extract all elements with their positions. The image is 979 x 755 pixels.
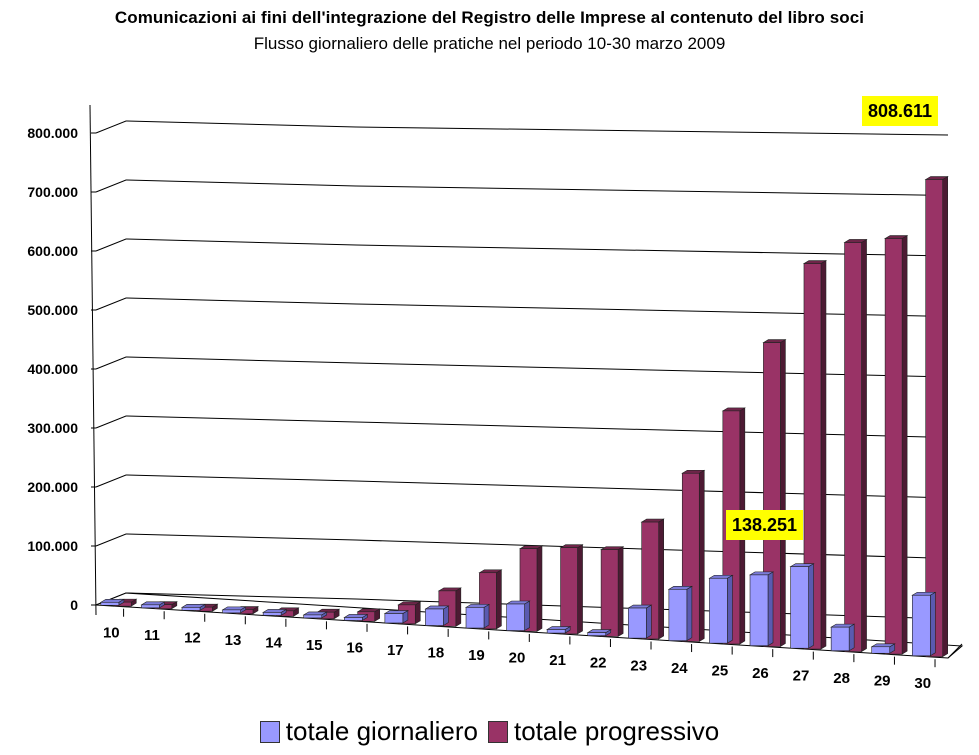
x-tick-label: 18 bbox=[428, 645, 445, 662]
x-tick-label: 14 bbox=[265, 635, 282, 652]
gridline bbox=[95, 179, 949, 196]
gridline bbox=[95, 238, 949, 257]
legend-label-daily: totale giornaliero bbox=[285, 716, 478, 746]
x-tick-label: 27 bbox=[793, 667, 810, 684]
bar-totale-progressivo bbox=[275, 607, 300, 617]
bar-totale-progressivo bbox=[843, 238, 868, 653]
bar-totale-giornaliero bbox=[424, 605, 450, 627]
bar-totale-progressivo bbox=[802, 260, 828, 650]
x-tick-label: 20 bbox=[509, 650, 526, 667]
gridline bbox=[95, 356, 949, 378]
y-tick-label: 100.000 bbox=[27, 538, 78, 554]
x-tick-label: 15 bbox=[306, 637, 323, 654]
gridline bbox=[95, 297, 949, 317]
x-tick-label: 29 bbox=[874, 672, 891, 689]
x-tick-label: 12 bbox=[184, 630, 201, 647]
bar-totale-progressivo bbox=[600, 546, 625, 637]
bar-totale-giornaliero bbox=[505, 600, 531, 632]
chart-subtitle: Flusso giornaliero delle pratiche nel pe… bbox=[253, 34, 726, 53]
x-tick-label: 25 bbox=[712, 662, 729, 679]
bar-totale-giornaliero bbox=[343, 613, 369, 621]
gridline bbox=[95, 474, 949, 499]
bar-totale-giornaliero bbox=[302, 611, 328, 619]
y-tick-label: 400.000 bbox=[27, 361, 78, 377]
bar-totale-giornaliero bbox=[870, 643, 896, 654]
bar-totale-giornaliero bbox=[830, 623, 856, 652]
y-tick-label: 700.000 bbox=[27, 184, 78, 200]
bar-totale-giornaliero bbox=[789, 563, 815, 649]
y-tick-label: 500.000 bbox=[27, 302, 78, 318]
bar-totale-giornaliero bbox=[627, 604, 653, 639]
bar-totale-progressivo bbox=[884, 234, 909, 655]
y-tick-label: 300.000 bbox=[27, 420, 78, 436]
y-tick-label: 200.000 bbox=[27, 479, 78, 495]
x-tick-label: 23 bbox=[630, 657, 647, 674]
bar-totale-giornaliero bbox=[221, 606, 247, 614]
legend-item-daily: totale giornaliero bbox=[259, 716, 478, 747]
x-tick-label: 13 bbox=[225, 632, 242, 649]
y-tick-label: 800.000 bbox=[27, 125, 78, 141]
legend-label-cumulative: totale progressivo bbox=[514, 716, 720, 746]
gridline bbox=[95, 415, 949, 438]
annotation-max-daily: 138.251 bbox=[726, 510, 804, 540]
x-tick-label: 22 bbox=[590, 655, 607, 672]
x-tick-label: 10 bbox=[103, 624, 120, 641]
legend-swatch-daily bbox=[259, 720, 280, 743]
bar-totale-giornaliero bbox=[464, 603, 491, 629]
bar-totale-giornaliero bbox=[99, 598, 125, 606]
y-tick-label: 0 bbox=[70, 597, 78, 613]
bar-totale-giornaliero bbox=[180, 603, 207, 611]
bar-totale-giornaliero bbox=[586, 629, 612, 637]
legend-swatch-cumulative bbox=[488, 720, 508, 743]
x-tick-label: 21 bbox=[549, 652, 566, 669]
bar-totale-progressivo bbox=[559, 544, 584, 635]
x-tick-label: 19 bbox=[468, 647, 485, 664]
x-tick-label: 11 bbox=[144, 627, 160, 644]
x-tick-label: 30 bbox=[914, 675, 931, 692]
bar-totale-giornaliero bbox=[262, 608, 288, 616]
bar-totale-progressivo bbox=[924, 176, 949, 658]
bar-totale-giornaliero bbox=[748, 571, 775, 647]
annotation-max-cumulative: 808.611 bbox=[862, 96, 939, 126]
bar-totale-giornaliero bbox=[383, 609, 409, 624]
bar-totale-giornaliero bbox=[546, 625, 572, 634]
x-tick-label: 24 bbox=[671, 660, 688, 677]
x-tick-label: 16 bbox=[346, 640, 363, 657]
gridline bbox=[95, 120, 949, 136]
bar-totale-giornaliero bbox=[708, 574, 734, 644]
x-tick-label: 17 bbox=[387, 642, 404, 659]
bar-totale-giornaliero bbox=[140, 601, 166, 609]
bar-totale-progressivo bbox=[762, 339, 787, 648]
x-tick-label: 26 bbox=[752, 665, 769, 682]
bar-totale-giornaliero bbox=[667, 585, 693, 642]
y-tick-label: 600.000 bbox=[27, 243, 78, 259]
bar-totale-giornaliero bbox=[911, 591, 937, 657]
x-tick-label: 28 bbox=[833, 670, 850, 687]
chart-title: Comunicazioni ai fini dell'integrazione … bbox=[114, 8, 865, 27]
chart-legend: totale giornaliero totale progressivo bbox=[0, 716, 979, 747]
legend-item-cumulative: totale progressivo bbox=[488, 716, 719, 747]
